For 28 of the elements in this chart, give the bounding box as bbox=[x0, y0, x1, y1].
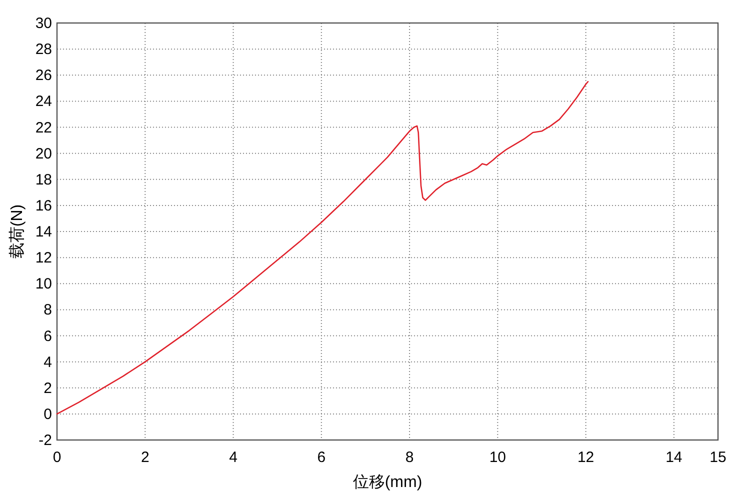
x-tick-label: 8 bbox=[405, 449, 414, 466]
x-tick-label: 10 bbox=[489, 449, 506, 466]
line-series bbox=[56, 80, 589, 415]
y-tick-label: 14 bbox=[35, 224, 52, 240]
y-tick-label: 30 bbox=[35, 15, 52, 32]
y-tick-label: 24 bbox=[35, 93, 52, 110]
y-tick-label: 26 bbox=[35, 67, 52, 84]
x-axis-title: 位移(mm) bbox=[352, 474, 422, 491]
y-tick-label: 10 bbox=[35, 276, 52, 293]
x-tick-label: 4 bbox=[229, 449, 238, 466]
y-tick-label: 0 bbox=[44, 406, 52, 423]
y-tick-label: 20 bbox=[35, 145, 52, 162]
x-tick-label: 2 bbox=[140, 449, 150, 466]
x-tick-label: 12 bbox=[577, 449, 594, 466]
y-tick-label: -2 bbox=[38, 432, 52, 449]
y-tick-label: 2 bbox=[44, 380, 52, 397]
y-tick-label: 16 bbox=[35, 197, 52, 214]
y-tick-label: 28 bbox=[35, 41, 52, 58]
y-tick-label: 18 bbox=[35, 171, 52, 188]
y-tick-label: 22 bbox=[35, 119, 52, 136]
y-tick-label: 12 bbox=[35, 250, 52, 267]
y-tick-label: 6 bbox=[44, 328, 52, 345]
y-tick-label: 8 bbox=[44, 302, 52, 319]
y-axis-title: 载荷(N) bbox=[8, 204, 26, 259]
x-tick-label: 14 bbox=[666, 449, 682, 466]
x-tick-label: 6 bbox=[317, 449, 326, 466]
y-tick-label: 4 bbox=[44, 354, 52, 371]
x-tick-label: 15 bbox=[710, 449, 726, 466]
